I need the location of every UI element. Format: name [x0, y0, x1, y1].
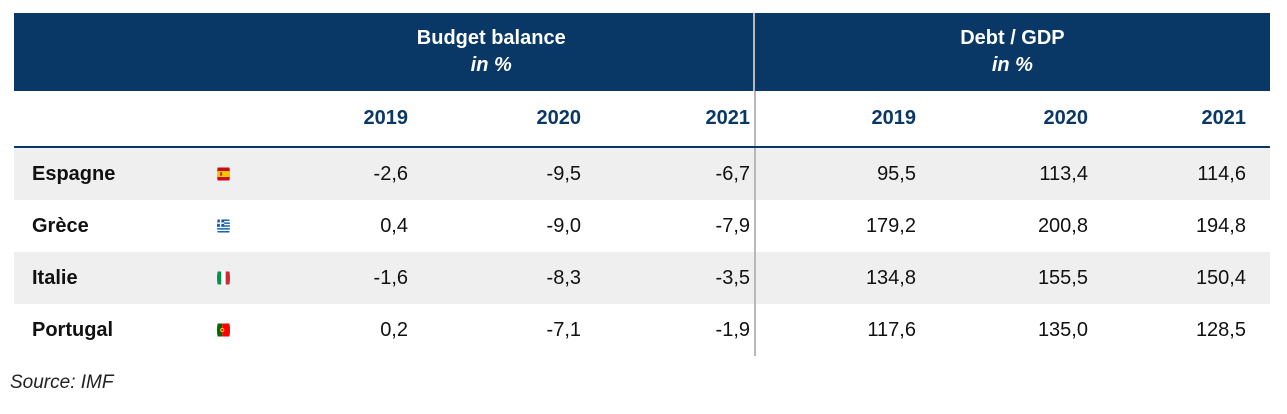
debt-2021-value: 114,6: [1197, 162, 1246, 185]
year-header: 2019: [871, 107, 917, 129]
table-row: Grèce 0,4 -9,0 -7,9 179,2 200,8 194,8: [14, 200, 1270, 252]
debt-2021-value: 150,4: [1195, 266, 1246, 289]
budget-2021-value: -1,9: [715, 318, 750, 341]
budget-2019-value: 0,2: [380, 318, 408, 341]
budget-2020-value: -8,3: [546, 266, 581, 289]
column-group-divider: [754, 304, 756, 356]
fiscal-table: Budget balance in % Debt / GDP in % 2019…: [14, 13, 1270, 356]
year-header: 2021: [705, 107, 751, 129]
header-spacer: [14, 13, 230, 91]
budget-2020-value: -9,5: [546, 162, 581, 185]
column-group-divider: [754, 148, 756, 200]
debt-2020-value: 135,0: [1037, 318, 1088, 341]
budget-2021-value: -3,5: [715, 266, 750, 289]
budget-2019-value: 0,4: [380, 214, 408, 237]
budget-2021-value: -7,9: [715, 214, 750, 237]
budget-2019-value: -2,6: [373, 162, 408, 185]
country-name: Grèce: [32, 214, 89, 237]
year-header: 2020: [536, 107, 582, 129]
table-row: Italie -1,6 -8,3 -3,5 134,8 155,5 150,4: [14, 252, 1270, 304]
flag-cell: [214, 263, 230, 293]
column-group-divider: [754, 200, 756, 252]
debt-2020-value: 155,5: [1037, 266, 1088, 289]
debt-gdp-header: Debt / GDP in %: [754, 13, 1270, 91]
debt-2020-value: 113,4: [1039, 162, 1088, 185]
flag-cell: [214, 159, 230, 189]
budget-2019-value: -1,6: [373, 266, 408, 289]
debt-2020-value: 200,8: [1037, 214, 1088, 237]
year-header-row: 2019 2020 2021 2019 2020 2021: [14, 91, 1270, 148]
year-header: 2021: [1201, 107, 1247, 129]
debt-gdp-unit: in %: [991, 54, 1033, 76]
column-group-divider: [754, 91, 756, 146]
source-note: Source: IMF: [10, 372, 114, 393]
debt-2021-value: 128,5: [1195, 318, 1246, 341]
spain-flag-icon: [217, 167, 230, 181]
country-name: Italie: [32, 266, 78, 289]
flag-cell: [214, 315, 230, 345]
budget-2020-value: -9,0: [546, 214, 581, 237]
table-row: Espagne -2,6 -9,5 -6,7 95,5 113,4 114,6: [14, 148, 1270, 200]
column-group-divider: [752, 13, 755, 91]
portugal-flag-icon: [217, 323, 230, 337]
year-header: 2020: [1043, 107, 1089, 129]
budget-2020-value: -7,1: [546, 318, 581, 341]
flag-cell: [214, 211, 230, 241]
debt-2021-value: 194,8: [1195, 214, 1246, 237]
greece-flag-icon: [217, 219, 230, 233]
budget-balance-unit: in %: [470, 54, 512, 76]
debt-gdp-title: Debt / GDP: [960, 27, 1065, 49]
budget-balance-header: Budget balance in %: [229, 13, 753, 91]
budget-balance-title: Budget balance: [416, 27, 566, 49]
country-name: Espagne: [32, 162, 116, 185]
country-name: Portugal: [32, 318, 114, 341]
debt-2019-value: 117,6: [867, 318, 916, 341]
debt-2019-value: 95,5: [877, 162, 916, 185]
table-group-header: Budget balance in % Debt / GDP in %: [14, 13, 1270, 91]
table-row: Portugal 0,2 -7,1 -1,9 117,6 135,0 128,5: [14, 304, 1270, 356]
debt-2019-value: 179,2: [865, 214, 916, 237]
year-header: 2019: [363, 107, 409, 129]
debt-2019-value: 134,8: [865, 266, 916, 289]
italy-flag-icon: [217, 271, 230, 285]
budget-2021-value: -6,7: [715, 162, 750, 185]
column-group-divider: [754, 252, 756, 304]
